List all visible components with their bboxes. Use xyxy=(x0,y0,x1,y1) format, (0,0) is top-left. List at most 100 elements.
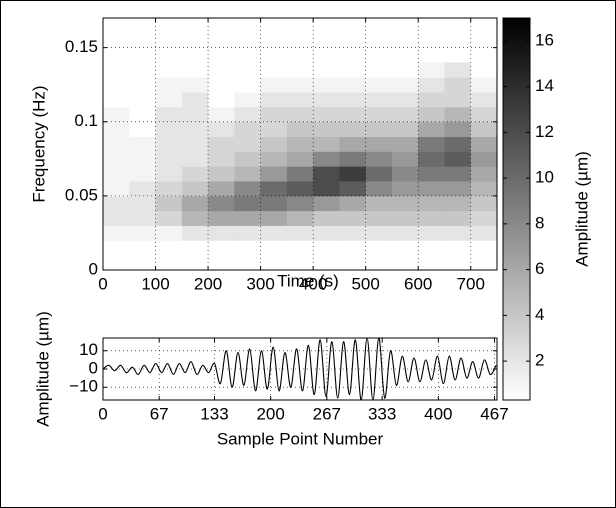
heat-cell xyxy=(260,121,288,137)
colorbar xyxy=(502,17,531,401)
waveform xyxy=(103,338,497,400)
heat-cell xyxy=(181,62,209,78)
heat-cell xyxy=(208,210,235,226)
heat-cell xyxy=(129,92,156,108)
x-tick-label: 200 xyxy=(194,274,222,293)
heat-cell xyxy=(286,106,314,123)
heat-cell xyxy=(286,166,314,182)
heat-cell xyxy=(339,225,367,241)
heat-cell xyxy=(444,92,472,108)
heat-cell xyxy=(365,151,393,167)
heat-cell xyxy=(313,225,340,241)
heat-cell xyxy=(208,166,235,182)
heat-cell xyxy=(181,151,209,167)
x-tick-label: 400 xyxy=(299,274,327,293)
y-axis-label: Frequency (Hz) xyxy=(29,85,48,202)
heat-cell xyxy=(444,62,472,78)
heat-cell xyxy=(260,181,288,197)
heat-cell xyxy=(339,121,367,137)
heat-cell xyxy=(155,195,183,212)
heat-cell xyxy=(260,62,288,78)
heat-cell xyxy=(365,210,393,226)
heat-cell xyxy=(286,92,314,108)
heat-cell xyxy=(181,195,209,212)
heat-cell xyxy=(365,92,393,108)
heat-cell xyxy=(339,210,367,226)
y-tick-label: 0.1 xyxy=(74,111,98,130)
x-tick-label: 133 xyxy=(200,404,228,423)
heat-cell xyxy=(470,106,498,123)
heat-cell xyxy=(339,166,367,182)
heat-cell xyxy=(418,225,445,241)
heat-cell xyxy=(313,121,340,137)
heat-cell xyxy=(286,136,314,152)
heat-cell xyxy=(260,77,288,93)
heat-cell xyxy=(391,181,419,197)
heat-cell xyxy=(391,225,419,241)
heat-cell xyxy=(470,62,498,78)
heat-cell xyxy=(234,121,261,137)
y-tick-label: 0 xyxy=(89,358,98,377)
y-axis-label: Amplitude (µm) xyxy=(33,311,52,427)
heat-cell xyxy=(181,166,209,182)
heat-cell xyxy=(365,62,393,78)
heat-cell xyxy=(444,225,472,241)
heat-cell xyxy=(129,181,156,197)
heat-cell xyxy=(129,62,156,78)
colorbar-tick-label: 6 xyxy=(535,259,544,278)
y-tick-label: 0.05 xyxy=(65,185,98,204)
heat-cell xyxy=(470,195,498,212)
heat-cell xyxy=(234,92,261,108)
colorbar-tick-label: 14 xyxy=(535,76,554,95)
heat-cell xyxy=(418,136,445,152)
heat-cell xyxy=(181,210,209,226)
heat-cell xyxy=(234,195,261,212)
x-tick-label: 267 xyxy=(313,404,341,423)
colorbar-tick-label: 8 xyxy=(535,213,544,232)
heat-cell xyxy=(339,92,367,108)
heat-cell xyxy=(286,121,314,137)
colorbar-tick-label: 2 xyxy=(535,351,544,370)
x-tick-label: 300 xyxy=(246,274,274,293)
heat-cell xyxy=(470,166,498,182)
heat-cell xyxy=(181,136,209,152)
heat-cell xyxy=(339,62,367,78)
heat-cell xyxy=(260,106,288,123)
heat-cell xyxy=(234,181,261,197)
x-tick-label: 100 xyxy=(141,274,169,293)
heat-cell xyxy=(418,151,445,167)
heat-cell xyxy=(444,77,472,93)
heat-cell xyxy=(339,136,367,152)
heat-cell xyxy=(155,151,183,167)
heat-cell xyxy=(286,151,314,167)
heat-cell xyxy=(129,195,156,212)
heat-cell xyxy=(365,195,393,212)
heat-cell xyxy=(129,136,156,152)
heat-cell xyxy=(260,166,288,182)
x-tick-label: 700 xyxy=(457,274,485,293)
colorbar-tick-label: 10 xyxy=(535,168,554,187)
x-tick-label: 400 xyxy=(424,404,452,423)
heat-cell xyxy=(234,210,261,226)
heat-cell xyxy=(103,62,130,78)
heat-cell xyxy=(181,106,209,123)
heat-cell xyxy=(313,166,340,182)
heat-cell xyxy=(391,62,419,78)
x-tick-label: 0 xyxy=(98,404,107,423)
heat-cell xyxy=(470,151,498,167)
heat-cell xyxy=(444,210,472,226)
heat-cell xyxy=(339,181,367,197)
heat-cell xyxy=(129,77,156,93)
heat-cell xyxy=(129,166,156,182)
heat-cell xyxy=(103,121,130,137)
heat-cell xyxy=(181,77,209,93)
x-tick-label: 500 xyxy=(351,274,379,293)
heat-cell xyxy=(365,121,393,137)
heat-cell xyxy=(234,77,261,93)
colorbar-label: Amplitude (µm) xyxy=(572,151,591,267)
heat-cell xyxy=(103,106,130,123)
x-tick-label: 600 xyxy=(404,274,432,293)
heat-cell xyxy=(391,136,419,152)
heat-cell xyxy=(103,225,130,241)
